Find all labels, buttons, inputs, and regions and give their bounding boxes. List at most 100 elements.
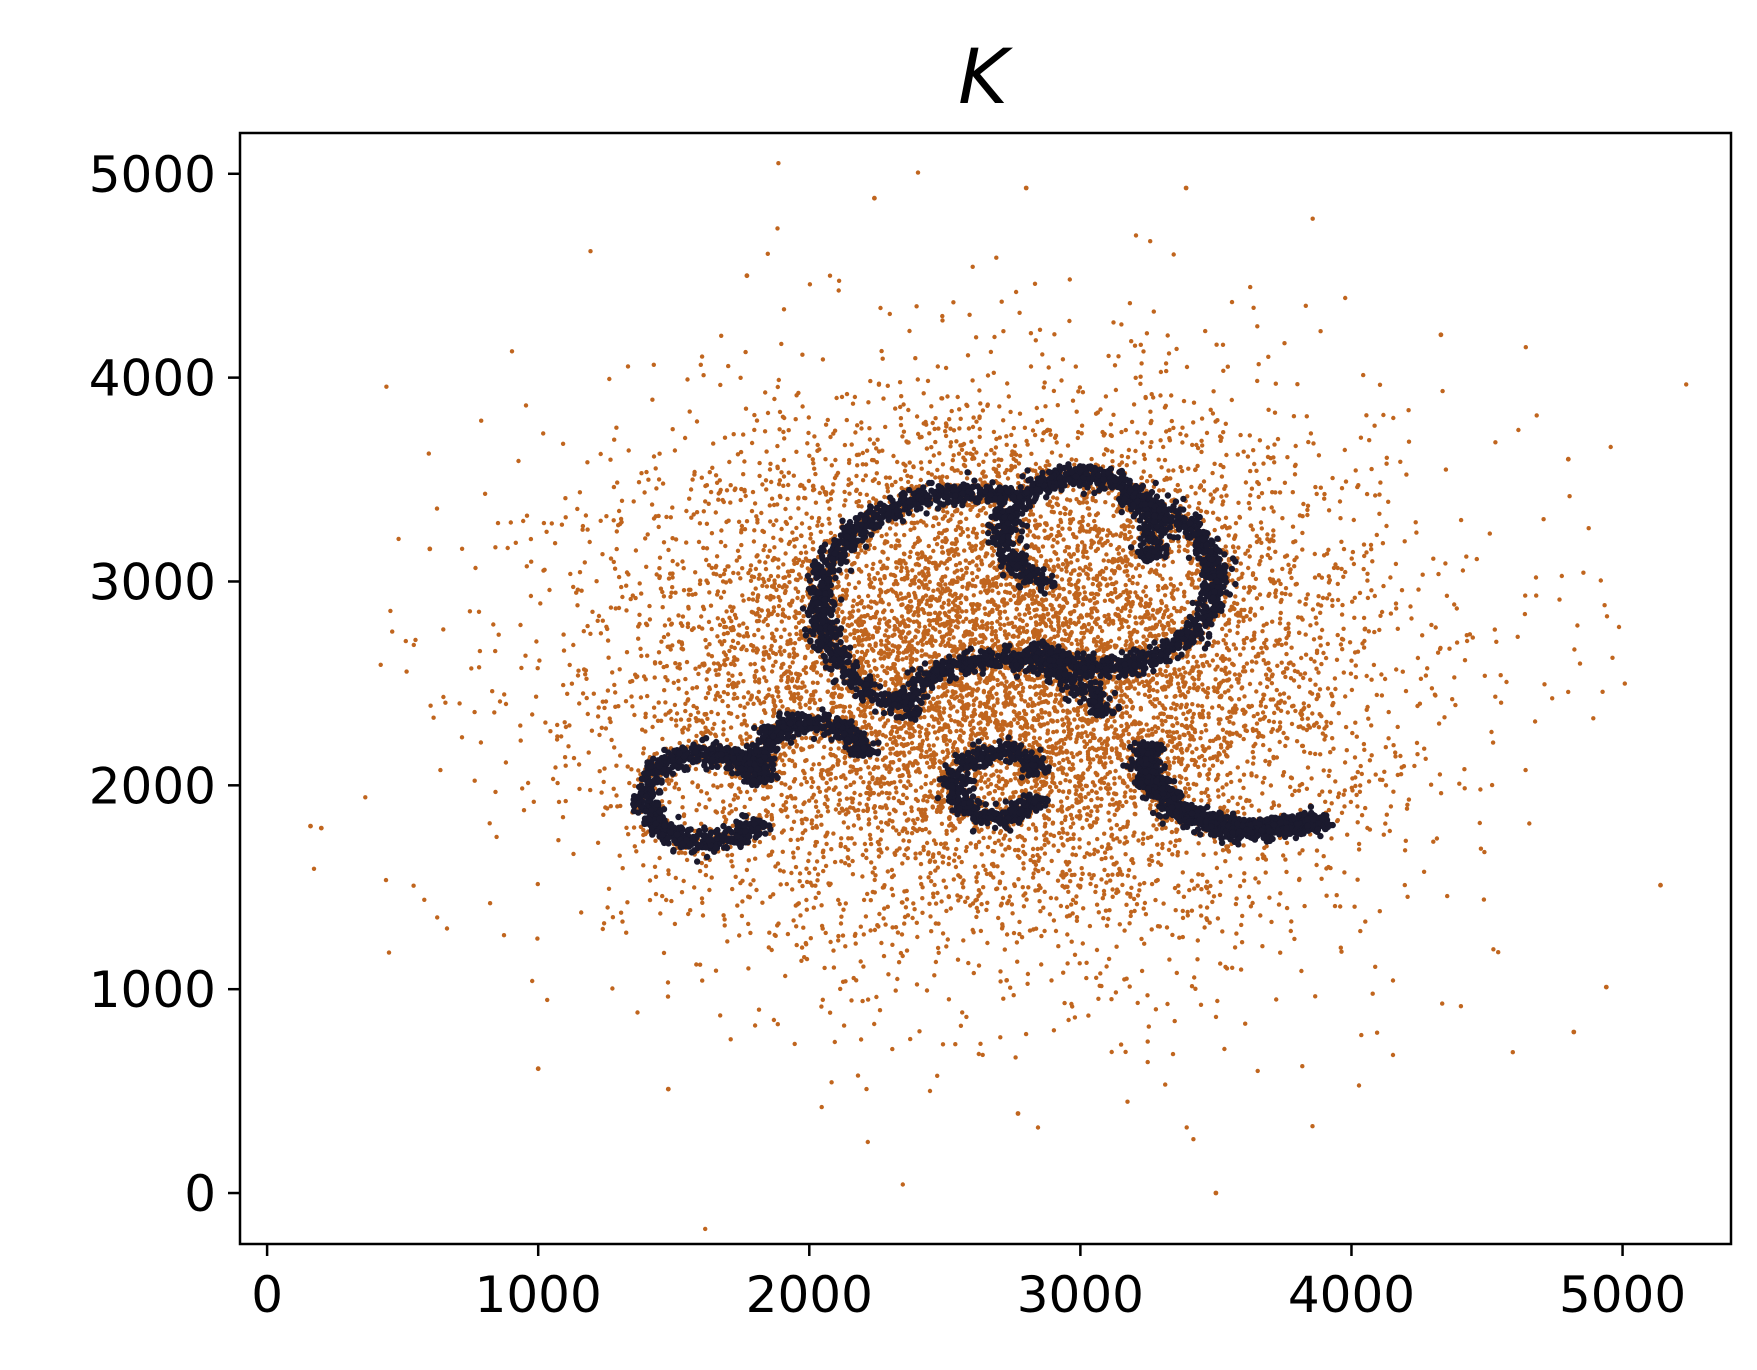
- scatter-point: [1057, 830, 1062, 836]
- scatter-point: [1052, 332, 1057, 337]
- scatter-point: [1194, 746, 1199, 751]
- scatter-point: [1243, 728, 1248, 733]
- scatter-point: [762, 579, 767, 585]
- scatter-point: [1557, 597, 1562, 602]
- scatter-point: [597, 732, 602, 738]
- scatter-point: [1132, 343, 1138, 348]
- scatter-point: [1311, 637, 1317, 642]
- scatter-point: [924, 446, 930, 451]
- scatter-point: [556, 838, 561, 843]
- scatter-point: [1159, 718, 1164, 723]
- scatter-point: [1106, 956, 1112, 962]
- scatter-point: [729, 644, 734, 649]
- scatter-point: [807, 851, 812, 856]
- scatter-point: [1478, 846, 1484, 851]
- scatter-point: [1550, 696, 1555, 701]
- scatter-point: [849, 442, 854, 447]
- scatter-point: [861, 780, 866, 785]
- scatter-point: [1247, 617, 1253, 622]
- scatter-point: [795, 837, 800, 842]
- scatter-point: [874, 601, 879, 606]
- scatter-point: [1189, 908, 1195, 913]
- scatter-point: [610, 915, 616, 920]
- scatter-point: [803, 637, 808, 643]
- scatter-point: [997, 879, 1003, 884]
- scatter-point: [800, 594, 806, 600]
- scatter-point: [985, 900, 990, 905]
- scatter-point: [971, 446, 977, 452]
- scatter-point: [718, 382, 723, 388]
- scatter-point: [1118, 1042, 1124, 1047]
- scatter-point: [863, 462, 869, 467]
- scatter-point: [894, 790, 899, 795]
- scatter-point: [386, 950, 392, 955]
- scatter-point: [1353, 783, 1358, 789]
- scatter-point: [1310, 607, 1316, 612]
- scatter-point: [904, 565, 909, 571]
- scatter-point: [549, 521, 554, 526]
- scatter-point: [931, 548, 936, 554]
- scatter-point: [1440, 1001, 1445, 1006]
- scatter-point: [664, 897, 669, 903]
- scatter-point: [1165, 1001, 1170, 1007]
- scatter-point: [932, 536, 938, 542]
- scatter-point: [1135, 430, 1140, 435]
- scatter-point: [1182, 732, 1187, 738]
- scatter-point: [492, 710, 497, 715]
- scatter-point: [1240, 913, 1245, 919]
- scatter-point: [1140, 836, 1146, 842]
- scatter-point: [1099, 637, 1104, 643]
- scatter-point: [1482, 673, 1488, 678]
- scatter-point: [1377, 511, 1382, 516]
- scatter-point: [697, 581, 703, 587]
- scatter-point: [820, 485, 825, 490]
- scatter-point: [789, 826, 794, 832]
- scatter-point: [1071, 832, 1076, 837]
- scatter-point: [1210, 470, 1215, 476]
- scatter-point: [1006, 632, 1011, 637]
- scatter-point: [1316, 594, 1321, 599]
- scatter-point: [1390, 1052, 1396, 1058]
- scatter-point: [1083, 730, 1088, 735]
- scatter-point: [987, 835, 992, 840]
- scatter-point: [1141, 831, 1146, 836]
- scatter-point: [576, 762, 582, 767]
- scatter-point: [874, 609, 880, 615]
- scatter-point: [792, 762, 798, 767]
- scatter-point: [1414, 530, 1419, 535]
- scatter-point: [681, 588, 687, 593]
- scatter-point: [943, 582, 948, 587]
- scatter-point: [1160, 826, 1165, 831]
- scatter-point: [1359, 1032, 1364, 1038]
- scatter-point: [1160, 845, 1165, 851]
- scatter-point: [1013, 289, 1019, 295]
- scatter-point: [1278, 708, 1284, 713]
- scatter-point: [1280, 516, 1285, 521]
- scatter-point: [921, 421, 926, 426]
- scatter-point: [741, 695, 747, 700]
- scatter-point: [985, 844, 991, 850]
- scatter-point: [1339, 539, 1344, 544]
- scatter-point: [1210, 899, 1215, 905]
- scatter-point: [1383, 821, 1388, 826]
- scatter-point: [650, 397, 655, 402]
- scatter-point: [761, 708, 767, 713]
- scatter-point: [1242, 694, 1247, 699]
- scatter-point: [923, 817, 928, 822]
- scatter-point: [1051, 495, 1056, 500]
- scatter-point: [669, 778, 674, 783]
- scatter-point: [964, 609, 969, 614]
- scatter-point: [662, 688, 667, 693]
- scatter-point: [886, 634, 891, 640]
- scatter-point: [757, 460, 762, 466]
- scatter-point: [1180, 870, 1186, 875]
- scatter-point: [1060, 526, 1065, 531]
- scatter-point: [1199, 438, 1204, 443]
- scatter-point: [1153, 897, 1158, 903]
- scatter-point: [780, 607, 786, 612]
- scatter-point: [803, 940, 808, 946]
- scatter-point: [779, 619, 784, 624]
- scatter-point: [1071, 754, 1076, 760]
- scatter-point: [836, 802, 841, 807]
- scatter-point: [1025, 533, 1030, 538]
